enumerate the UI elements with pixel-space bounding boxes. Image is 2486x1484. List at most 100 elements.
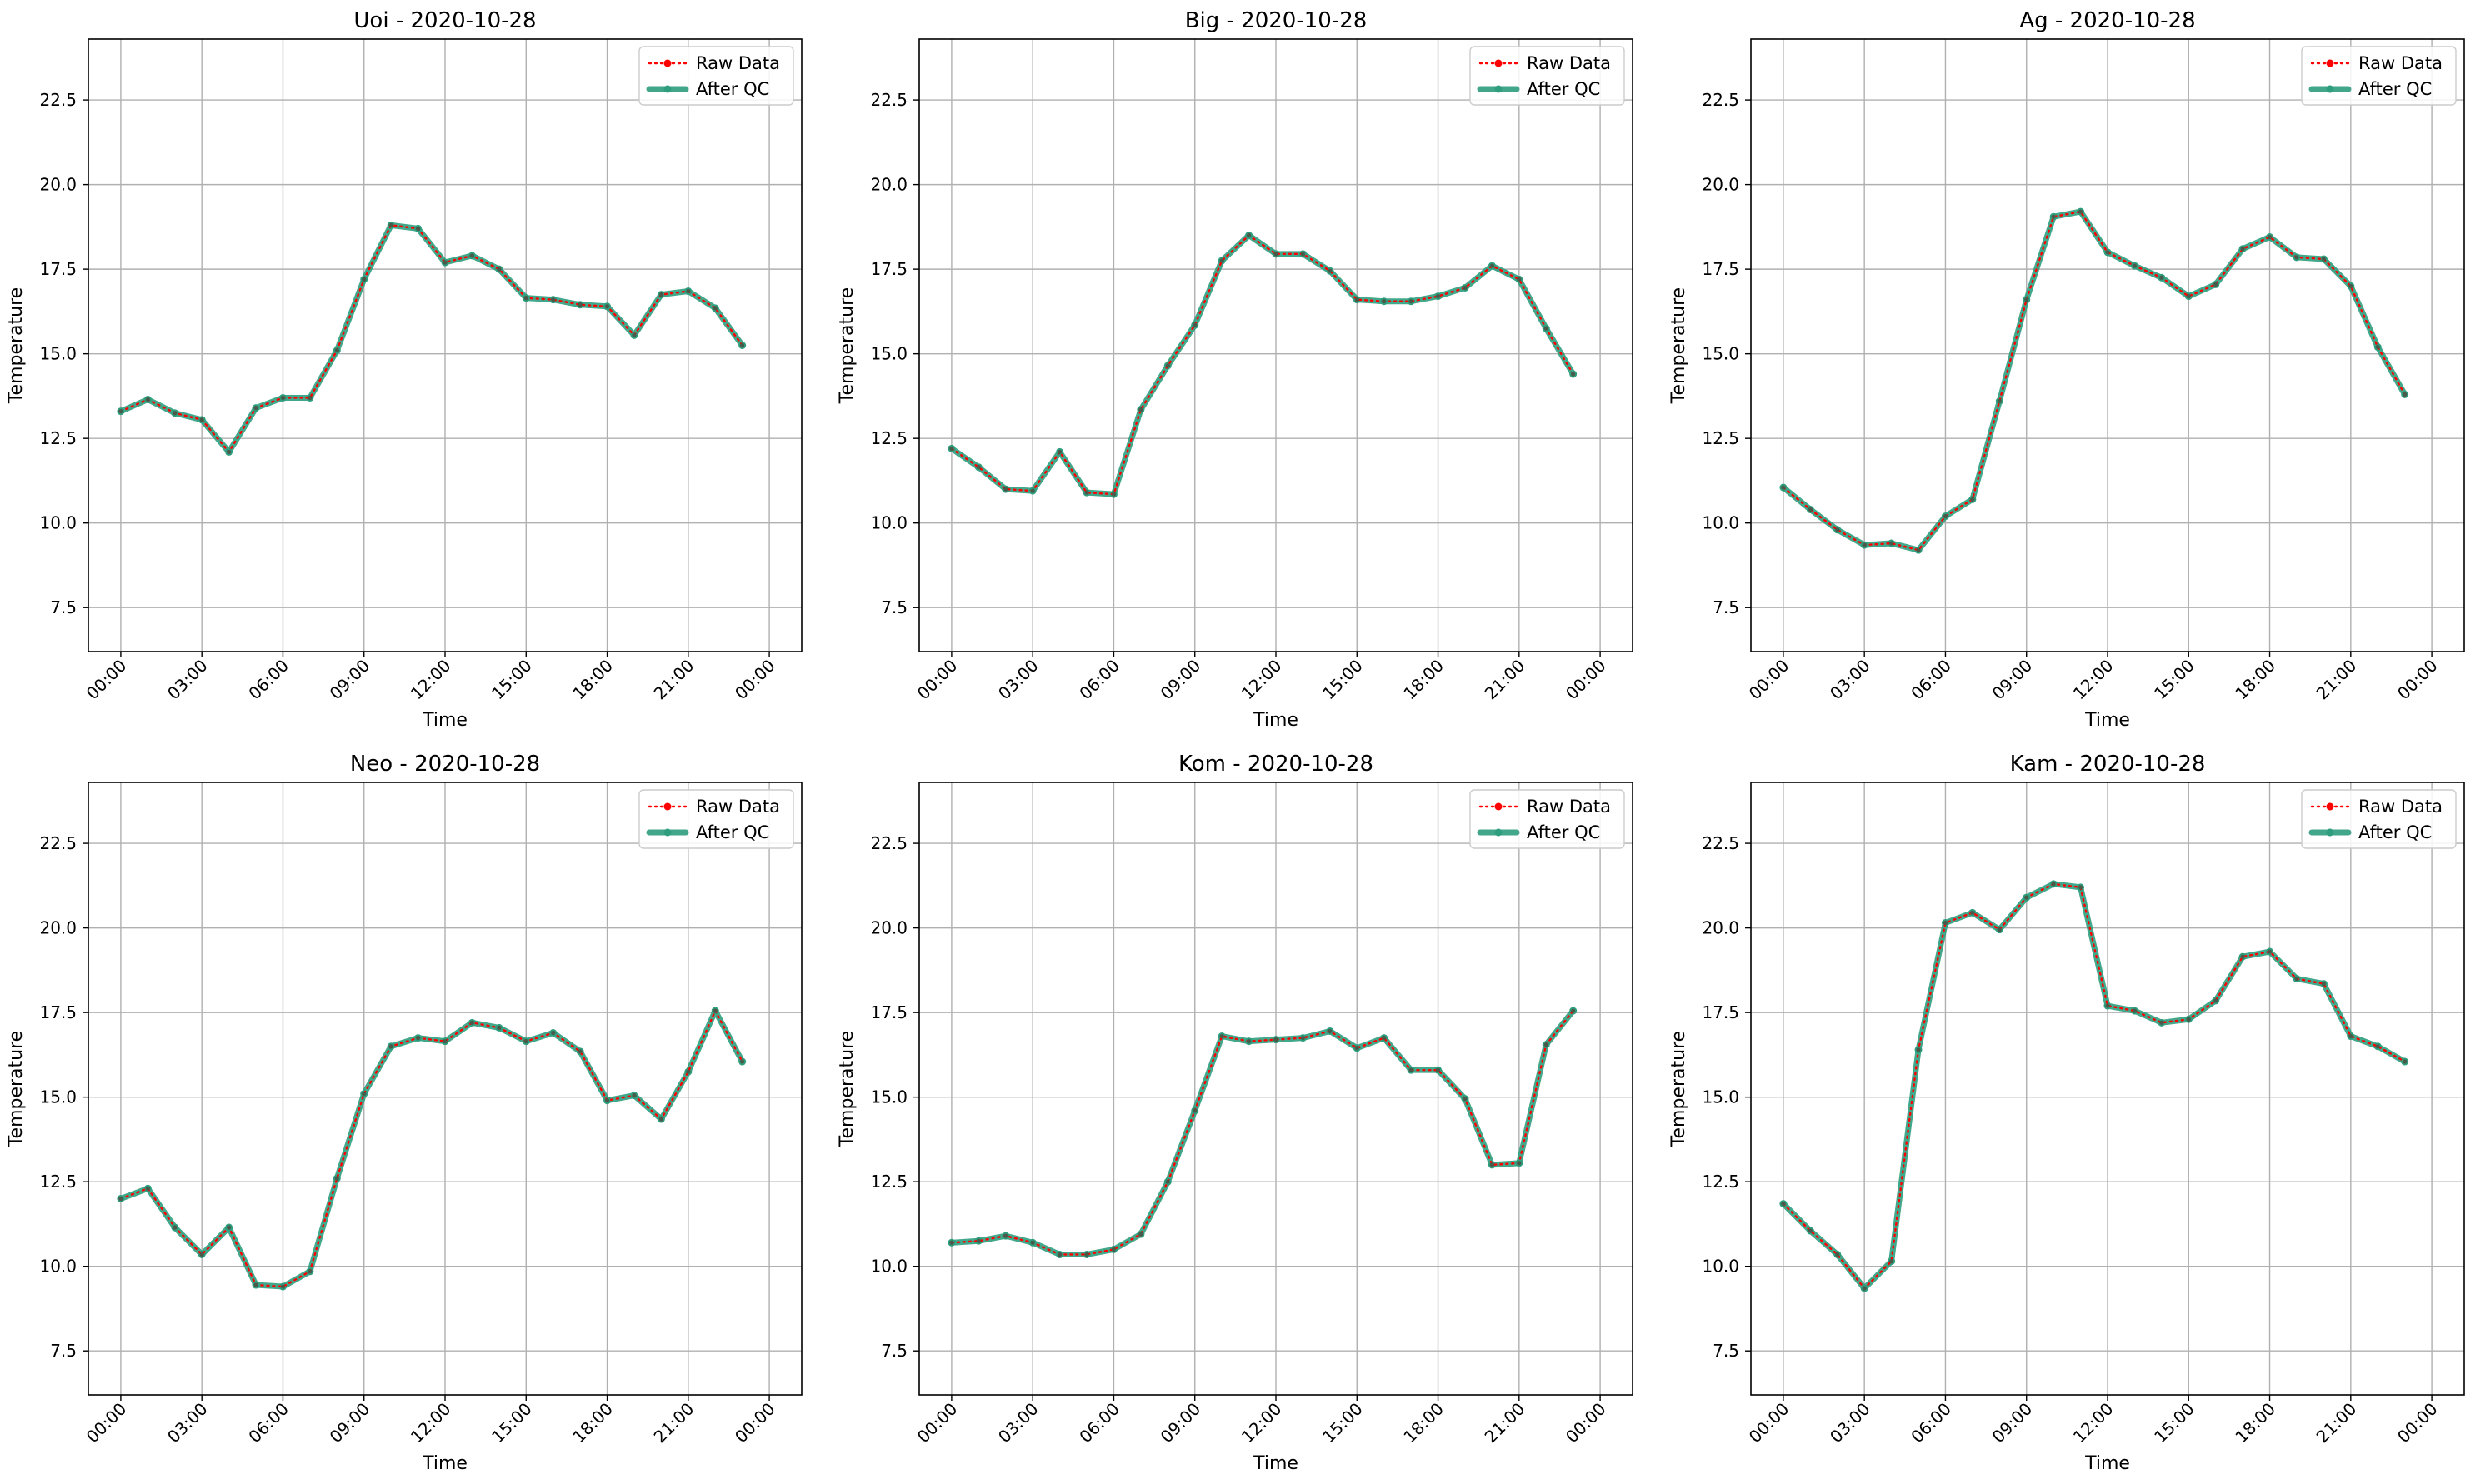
point-raw <box>551 1030 556 1036</box>
point-raw <box>1246 1039 1252 1044</box>
y-tick-label: 15.0 <box>870 1087 908 1107</box>
legend-raw-marker <box>1494 59 1503 67</box>
point-raw <box>2403 392 2408 397</box>
y-tick-label: 12.5 <box>870 1172 908 1192</box>
point-raw <box>686 288 691 294</box>
point-raw <box>199 417 204 422</box>
point-raw <box>173 1225 178 1230</box>
point-raw <box>334 347 339 353</box>
point-raw <box>1517 1161 1522 1166</box>
x-tick-label: 09:00 <box>1988 656 2037 704</box>
subplot-title: Kom - 2020-10-28 <box>1178 752 1373 777</box>
point-raw <box>1571 1008 1576 1013</box>
legend-qc-marker <box>1494 85 1503 93</box>
point-raw <box>1489 1162 1494 1167</box>
x-tick-label: 06:00 <box>1907 1399 1955 1447</box>
point-raw <box>2294 976 2299 982</box>
y-tick-label: 10.0 <box>870 513 908 533</box>
legend-qc-label: After QC <box>1527 822 1600 842</box>
point-raw <box>713 1008 718 1013</box>
point-raw <box>632 1093 637 1098</box>
series-line-raw <box>119 224 743 454</box>
point-raw <box>1273 1037 1278 1042</box>
x-tick-label: 03:00 <box>163 1399 212 1447</box>
y-tick-label: 7.5 <box>1713 597 1739 617</box>
legend-qc-marker <box>2326 828 2334 837</box>
point-raw <box>1030 488 1035 493</box>
y-tick-label: 20.0 <box>870 918 908 938</box>
x-tick-label: 18:00 <box>568 1399 617 1447</box>
y-tick-label: 15.0 <box>1702 1087 1739 1107</box>
point-raw <box>604 304 610 309</box>
x-tick-label: 03:00 <box>1826 1399 1874 1447</box>
point-raw <box>2213 998 2218 1003</box>
point-raw <box>1165 363 1170 368</box>
point-raw <box>308 395 313 401</box>
point-raw <box>1382 1035 1387 1041</box>
x-tick-label: 00:00 <box>2393 656 2442 704</box>
y-tick-label: 15.0 <box>39 344 77 364</box>
point-raw <box>1463 1097 1468 1102</box>
legend-qc-label: After QC <box>2358 79 2432 99</box>
point-raw <box>632 332 637 337</box>
y-axis-label: Temperature <box>6 287 27 404</box>
point-raw <box>2348 1033 2353 1039</box>
y-tick-label: 12.5 <box>39 428 77 448</box>
point-raw <box>2078 885 2083 890</box>
point-raw <box>976 1238 981 1243</box>
x-tick-label: 09:00 <box>1157 1399 1205 1447</box>
x-tick-label: 03:00 <box>994 656 1043 704</box>
y-tick-label: 22.5 <box>39 90 77 110</box>
y-tick-label: 20.0 <box>1702 918 1739 938</box>
point-raw <box>443 260 448 265</box>
point-raw <box>2321 982 2326 987</box>
series-line-raw <box>1782 882 2406 1290</box>
x-tick-label: 15:00 <box>488 1399 536 1447</box>
point-raw <box>227 1225 232 1230</box>
point-raw <box>2051 882 2056 887</box>
legend: Raw Data After QC <box>1469 789 1625 849</box>
point-raw <box>2132 1008 2138 1013</box>
y-tick-label: 17.5 <box>870 259 908 279</box>
point-raw <box>334 1176 339 1181</box>
point-raw <box>497 267 502 272</box>
point-raw <box>1517 277 1522 282</box>
x-tick-label: 21:00 <box>650 1399 698 1447</box>
legend-raw-label: Raw Data <box>696 797 780 817</box>
point-raw <box>1781 485 1786 490</box>
point-raw <box>2186 1017 2191 1022</box>
legend-qc-marker <box>1494 828 1503 837</box>
point-raw <box>2240 247 2245 252</box>
y-tick-label: 12.5 <box>1702 428 1739 448</box>
point-raw <box>1997 398 2002 404</box>
x-tick-label: 18:00 <box>2231 1399 2279 1447</box>
point-raw <box>1916 1047 1921 1052</box>
point-raw <box>2348 283 2353 289</box>
y-tick-label: 7.5 <box>50 1341 77 1361</box>
x-tick-label: 21:00 <box>650 656 698 704</box>
y-tick-label: 12.5 <box>39 1172 77 1192</box>
point-raw <box>949 446 954 451</box>
x-tick-label: 06:00 <box>244 656 293 704</box>
point-raw <box>362 277 367 282</box>
series-line-raw <box>950 233 1574 496</box>
subplot-4: 7.5 10.0 12.5 15.0 17.5 20.0 22.5 00:00 03:00 06:… <box>6 752 803 1474</box>
point-raw <box>2375 344 2380 350</box>
x-tick-label: 00:00 <box>83 656 131 704</box>
point-raw <box>1970 497 1975 502</box>
point-raw <box>949 1240 954 1245</box>
legend: Raw Data After QC <box>638 789 794 849</box>
point-raw <box>740 1059 745 1064</box>
point-raw <box>2132 263 2138 268</box>
y-tick-label: 7.5 <box>1713 1341 1739 1361</box>
point-raw <box>308 1269 313 1274</box>
y-tick-label: 20.0 <box>870 175 908 195</box>
point-raw <box>1808 1228 1813 1233</box>
point-raw <box>1354 297 1359 302</box>
legend: Raw Data After QC <box>1469 46 1625 106</box>
y-tick-label: 20.0 <box>39 918 77 938</box>
point-raw <box>2159 275 2164 280</box>
x-tick-label: 00:00 <box>1745 656 1793 704</box>
point-raw <box>415 226 421 232</box>
